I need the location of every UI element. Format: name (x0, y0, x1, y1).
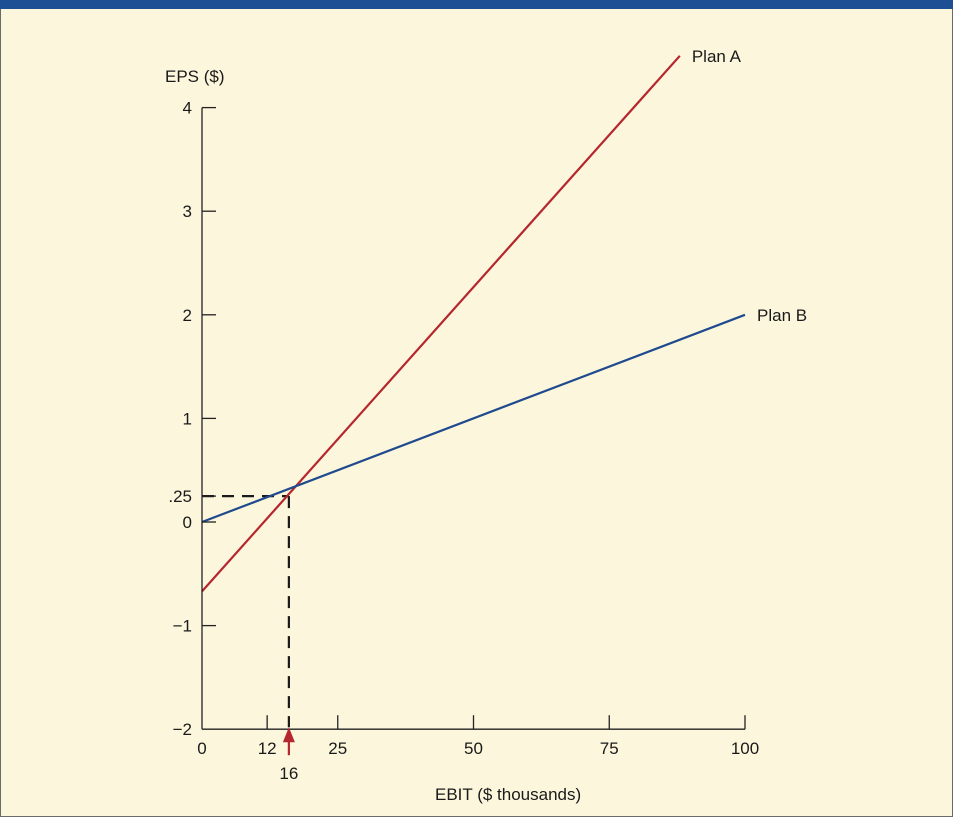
x-tick-label: 12 (258, 739, 277, 758)
x-axis-title: EBIT ($ thousands) (435, 785, 581, 804)
crossover-x-label: 16 (279, 764, 298, 783)
x-tick-label: 75 (600, 739, 619, 758)
plan-a-label: Plan A (692, 47, 742, 66)
y-tick-label: 4 (183, 99, 192, 118)
x-tick-label: 0 (197, 739, 206, 758)
y-tick-label: 0 (183, 513, 192, 532)
y-tick-label: 3 (183, 202, 192, 221)
y-tick-label: .25 (168, 487, 192, 506)
annotations: 16 (279, 727, 298, 783)
y-tick-label: −1 (173, 617, 192, 636)
header-bar (0, 0, 953, 9)
crossover-guides (202, 495, 290, 728)
x-tick-label: 100 (731, 739, 759, 758)
axes (201, 106, 746, 730)
y-tick-label: 1 (183, 409, 192, 428)
y-tick-label: −2 (173, 720, 192, 739)
crossover-arrow-head (282, 727, 295, 743)
plan-a-line (201, 55, 681, 593)
plan-b-label: Plan B (757, 306, 807, 325)
y-tick-label: 2 (183, 306, 192, 325)
series-lines: Plan A Plan B (201, 47, 807, 593)
x-tick-label: 50 (464, 739, 483, 758)
plan-b-line (201, 313, 746, 524)
x-tick-label: 25 (328, 739, 347, 758)
y-axis-title: EPS ($) (165, 67, 225, 86)
